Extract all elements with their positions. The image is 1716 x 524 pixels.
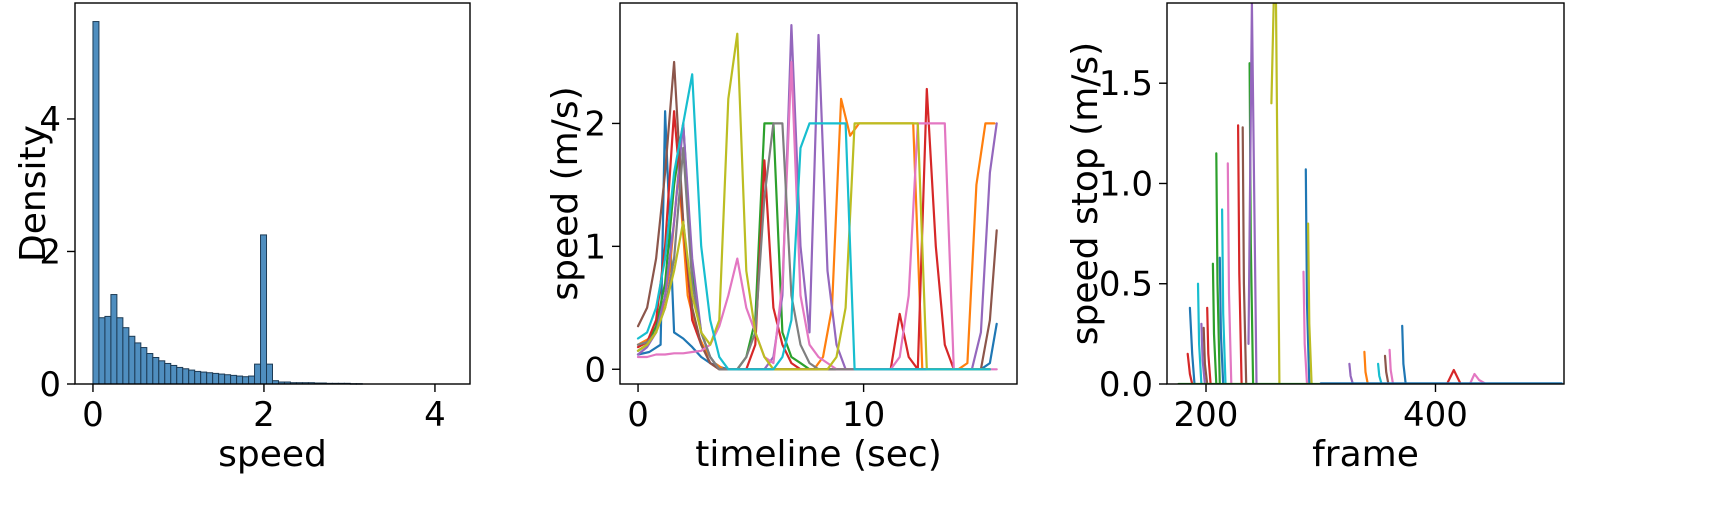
y-tick-label: 1.0 xyxy=(1099,164,1153,204)
x-axis-label: speed xyxy=(218,434,327,475)
histogram-bar xyxy=(218,373,226,385)
histogram-bar xyxy=(122,327,130,385)
histogram-bar xyxy=(116,317,124,385)
speed-stop-frame-line-chart: 200 400 0.0 0.5 1.0 1.5 frame speed stop (m/s) xyxy=(1065,2,1565,475)
histogram-bar xyxy=(212,372,220,385)
x-tick-label: 400 xyxy=(1403,395,1468,435)
series-line xyxy=(1186,352,1194,384)
histogram-bar xyxy=(92,21,100,385)
plot-frame xyxy=(1166,2,1565,385)
x-tick-label: 0 xyxy=(627,395,649,435)
series-line xyxy=(636,60,998,371)
x-axis-label: frame xyxy=(1312,434,1419,475)
series-line xyxy=(1226,162,1233,384)
histogram-bar xyxy=(266,363,273,385)
y-axis-label: speed stop (m/s) xyxy=(1065,42,1106,345)
series-line xyxy=(1215,152,1221,384)
histogram-bar xyxy=(254,363,262,385)
series-line xyxy=(636,73,991,371)
histogram-bar xyxy=(230,374,238,385)
histogram-bar xyxy=(146,353,154,385)
y-tick-label: 1 xyxy=(584,227,606,267)
series-line xyxy=(1202,326,1209,384)
histogram-bar xyxy=(224,374,232,385)
histogram-bar xyxy=(152,356,160,385)
y-axis-label: speed (m/s) xyxy=(545,86,586,300)
histogram-bar xyxy=(182,368,190,385)
y-tick-label: 0 xyxy=(39,365,61,405)
y-tick-label: 1.5 xyxy=(1099,64,1153,104)
histogram-bar xyxy=(248,375,256,385)
series-line xyxy=(1383,354,1390,384)
series-line xyxy=(1348,362,1354,384)
series-line xyxy=(1388,348,1395,384)
histogram-bar xyxy=(236,375,244,385)
y-tick-label: 4 xyxy=(39,100,61,140)
series-line xyxy=(1200,322,1206,384)
y-axis-label: Density xyxy=(13,125,54,262)
series-line xyxy=(1363,350,1369,384)
y-tick-label: 0.0 xyxy=(1099,365,1153,405)
x-tick-label: 10 xyxy=(842,395,885,435)
series-line xyxy=(1468,372,1488,384)
series-line xyxy=(1401,324,1407,384)
series-line xyxy=(1307,222,1313,384)
x-tick-label: 2 xyxy=(253,395,275,435)
histogram-bar xyxy=(200,371,208,385)
series-line xyxy=(1241,126,1248,384)
histogram-bar xyxy=(104,315,112,385)
histogram-bar xyxy=(206,372,214,385)
series-line xyxy=(1237,124,1243,384)
series-line xyxy=(1302,270,1309,384)
histogram-bar xyxy=(134,342,142,385)
series-line xyxy=(1211,262,1218,384)
y-tick-label: 0 xyxy=(584,350,606,390)
x-axis-label: timeline (sec) xyxy=(695,434,942,475)
histogram-bar xyxy=(260,234,268,385)
y-tick-label: 2 xyxy=(584,104,606,144)
histogram-bar xyxy=(170,364,178,385)
x-tick-label: 0 xyxy=(82,395,104,435)
y-tick-label: 0.5 xyxy=(1099,265,1153,305)
histogram-bar xyxy=(176,366,184,385)
histogram-bar xyxy=(188,369,196,385)
x-tick-label: 200 xyxy=(1174,395,1239,435)
speed-density-histogram: 0 2 4 0 2 4 speed Density xyxy=(13,2,471,475)
histogram-bar xyxy=(110,294,118,385)
histogram-bar xyxy=(140,347,148,385)
series-line xyxy=(1188,306,1196,384)
histogram-bar xyxy=(128,335,136,385)
series-line xyxy=(1247,3,1258,384)
series-line xyxy=(1445,368,1462,384)
plot-frame xyxy=(74,2,471,385)
series-line xyxy=(1377,362,1383,384)
x-tick-label: 4 xyxy=(424,395,446,435)
histogram-bars xyxy=(92,21,363,385)
histogram-bar xyxy=(164,362,172,385)
series-line xyxy=(1304,168,1311,384)
speed-timeline-line-chart: 0 10 0 1 2 timeline (sec) speed (m/s) xyxy=(545,2,1018,475)
series-line xyxy=(1196,282,1203,384)
series-lines xyxy=(636,24,998,371)
histogram-bar xyxy=(98,317,106,385)
histogram-bar xyxy=(242,376,250,385)
series-lines xyxy=(1177,3,1563,384)
plot-frame xyxy=(619,2,1018,385)
series-line xyxy=(1206,306,1212,384)
series-line xyxy=(1221,208,1227,384)
histogram-bar xyxy=(158,360,166,385)
series-line xyxy=(1218,256,1225,384)
y-tick-label: 2 xyxy=(39,232,61,272)
series-line xyxy=(1270,3,1281,384)
histogram-bar xyxy=(194,370,202,385)
